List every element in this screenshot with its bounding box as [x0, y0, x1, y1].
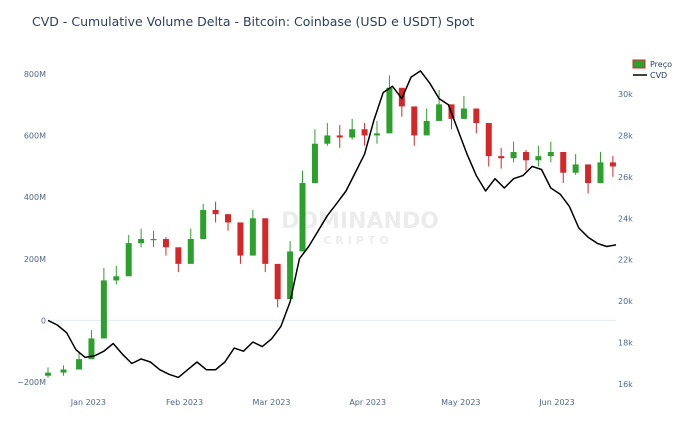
price-candle	[225, 214, 232, 223]
price-candle	[60, 369, 67, 373]
y-right-tick-label: 24k	[618, 214, 633, 223]
price-candle	[175, 247, 182, 264]
y-right-tick-label: 22k	[618, 256, 633, 265]
x-tick-label: Jun 2023	[538, 398, 574, 407]
price-candle	[572, 164, 579, 173]
price-candle	[262, 218, 269, 264]
legend-price-swatch	[632, 59, 646, 69]
price-candle	[510, 152, 517, 159]
y-left-tick-label: 400M	[24, 193, 46, 202]
price-candles	[45, 75, 616, 378]
price-candle	[411, 106, 418, 136]
price-candle	[547, 152, 554, 157]
y-right-tick-label: 30k	[618, 90, 633, 99]
price-candle	[324, 135, 331, 144]
legend-cvd-label: CVD	[650, 71, 667, 80]
axes: −200M 0 200M 400M 600M 800M 16k 18k 20k 22k 24k 26k…	[17, 70, 633, 407]
price-candle	[336, 135, 343, 138]
x-tick-label: Jan 2023	[70, 398, 106, 407]
x-tick-label: Apr 2023	[349, 398, 386, 407]
price-candle	[560, 152, 567, 173]
y-left-tick-label: 800M	[24, 70, 46, 79]
watermark-line2: CRIPTO	[323, 234, 393, 247]
price-candle	[138, 239, 145, 244]
price-candle	[113, 276, 120, 281]
y-right-tick-label: 20k	[618, 297, 633, 306]
price-candle	[473, 108, 480, 123]
y-left-tick-label: 0	[41, 316, 46, 325]
cvd-line-path	[47, 70, 617, 379]
price-candle	[45, 372, 51, 376]
price-candle	[212, 210, 219, 215]
price-candle	[349, 129, 356, 138]
price-candle	[609, 162, 616, 167]
price-candle	[436, 104, 443, 121]
price-candle	[460, 108, 467, 119]
price-candle	[187, 239, 194, 264]
chart-title: CVD - Cumulative Volume Delta - Bitcoin:…	[32, 14, 475, 29]
legend-price-label: Preço	[650, 60, 672, 69]
x-tick-label: May 2023	[441, 398, 480, 407]
price-candle	[150, 239, 157, 241]
price-candle	[274, 263, 281, 300]
price-candle	[311, 143, 318, 184]
y-left-tick-label: 200M	[24, 255, 46, 264]
price-candle	[498, 156, 505, 159]
x-tick-label: Mar 2023	[252, 398, 290, 407]
y-right-tick-label: 26k	[618, 173, 633, 182]
cvd-line	[47, 70, 617, 379]
price-candle	[249, 218, 256, 256]
price-candle	[237, 222, 244, 256]
price-candle	[162, 239, 169, 248]
price-candle	[200, 210, 207, 239]
y-right-tick-label: 28k	[618, 131, 633, 140]
price-candle	[76, 359, 83, 370]
price-candle	[585, 164, 592, 184]
price-candle	[125, 243, 132, 277]
price-candle	[485, 123, 492, 157]
price-candle	[597, 162, 604, 184]
x-tick-label: Feb 2023	[166, 398, 203, 407]
price-candle	[287, 251, 294, 300]
y-left-tick-label: −200M	[17, 378, 46, 387]
price-candle	[386, 87, 393, 134]
price-candle	[423, 120, 430, 136]
price-candle	[361, 129, 368, 136]
y-right-tick-label: 18k	[618, 339, 633, 348]
price-candle	[374, 133, 381, 136]
y-left-tick-label: 600M	[24, 132, 46, 141]
price-candle	[299, 183, 306, 252]
price-candle	[100, 280, 107, 339]
legend[interactable]: Preço CVD	[632, 59, 672, 80]
price-candle	[522, 152, 529, 161]
price-candle	[88, 338, 95, 360]
y-right-tick-label: 16k	[618, 380, 633, 389]
watermark-line1: DOMINANDO	[281, 209, 439, 234]
price-candle	[535, 156, 542, 161]
